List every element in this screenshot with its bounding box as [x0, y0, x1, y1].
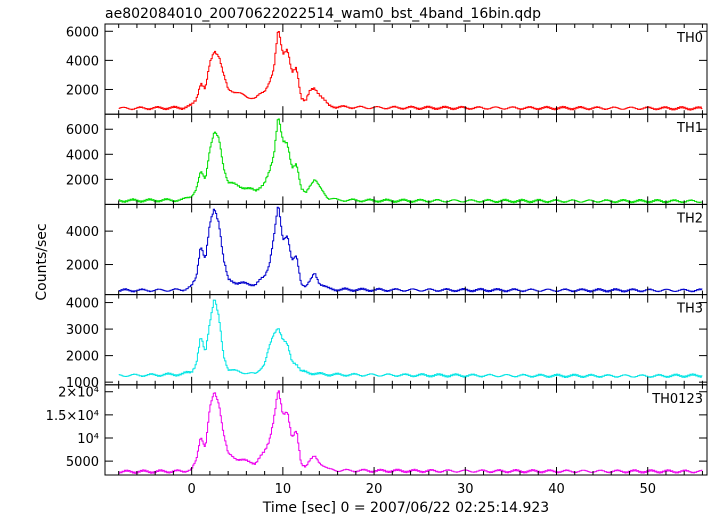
y-tick-label: 10⁴ [77, 432, 99, 447]
panels-group: 2000 4000 6000 TH0 2000 4000 6000 TH1 2000 4000 TH… [46, 23, 708, 497]
x-tick-label: 40 [548, 482, 565, 497]
y-tick-label: 2000 [66, 173, 99, 188]
x-tick-label: 20 [366, 482, 383, 497]
panel-th0123: 5000 10⁴ 1.5×10⁴ 2×10⁴ TH0123 [46, 384, 708, 476]
panel-th2: 2000 4000 TH2 [66, 203, 708, 296]
y-tick-label: 1.5×10⁴ [46, 409, 99, 424]
y-tick-label: 1000 [66, 376, 99, 391]
panel-label: TH2 [676, 211, 703, 226]
panel-th1: 2000 4000 6000 TH1 [66, 113, 708, 205]
series-line-th2 [118, 206, 703, 293]
y-tick-label: 3000 [66, 323, 99, 338]
series-line-th1 [118, 118, 703, 204]
x-tick-label: 30 [457, 482, 474, 497]
x-tick-label: 0 [188, 482, 196, 497]
y-axis-label: Counts/sec [34, 223, 50, 300]
series-line-th3 [118, 299, 703, 378]
x-axis-label: Time [sec] 0 = 2007/06/22 02:25:14.923 [262, 500, 549, 516]
x-tick-label: 50 [639, 482, 656, 497]
panel-th3: 1000 2000 3000 4000 TH3 [66, 294, 708, 391]
panel-label: TH0 [676, 31, 703, 46]
y-tick-label: 2000 [66, 259, 99, 274]
series-line-th0 [118, 31, 703, 111]
y-tick-label: 2000 [66, 83, 99, 98]
y-tick-label: 5000 [66, 455, 99, 470]
y-tick-label: 6000 [66, 25, 99, 40]
y-tick-label: 2×10⁴ [58, 386, 99, 401]
panel-th0: 2000 4000 6000 TH0 [66, 23, 708, 115]
y-tick-label: 6000 [66, 123, 99, 138]
y-tick-label: 4000 [66, 225, 99, 240]
panel-frame [104, 294, 708, 386]
panel-label: TH3 [676, 302, 703, 317]
panel-label: TH0123 [651, 392, 703, 407]
y-tick-label: 4000 [66, 54, 99, 69]
chart-title: ae802084010_20070622022514_wam0_bst_4ban… [105, 6, 541, 22]
x-tick-label: 10 [275, 482, 292, 497]
panel-label: TH1 [676, 121, 703, 136]
series-line-th0123 [118, 390, 703, 474]
y-tick-label: 4000 [66, 148, 99, 163]
y-tick-label: 2000 [66, 350, 99, 365]
y-tick-label: 4000 [66, 297, 99, 312]
panel-frame [104, 384, 708, 476]
